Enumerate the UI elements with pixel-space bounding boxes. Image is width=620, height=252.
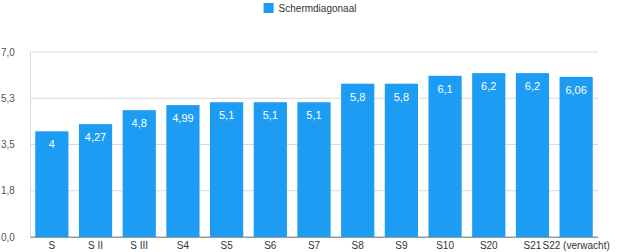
data-label: 4,27 bbox=[85, 131, 106, 143]
y-tick-label: 1,8 bbox=[1, 185, 15, 196]
data-label: 5,1 bbox=[306, 109, 321, 121]
x-tick: S21 bbox=[524, 237, 542, 251]
bars bbox=[35, 73, 593, 237]
x-tick-label: S5 bbox=[220, 240, 233, 251]
legend-item: Schermdiagonaal bbox=[264, 3, 357, 14]
y-tick-label: 3,5 bbox=[1, 139, 15, 150]
bar bbox=[428, 76, 461, 237]
data-label: 4,8 bbox=[132, 117, 147, 129]
x-tick-label: S bbox=[49, 240, 56, 251]
x-tick: S6 bbox=[264, 237, 277, 251]
bar bbox=[560, 77, 593, 237]
legend-label: Schermdiagonaal bbox=[279, 3, 357, 14]
data-label: 4 bbox=[49, 138, 55, 150]
data-label: 6,2 bbox=[481, 80, 496, 92]
y-tick-label: 7,0 bbox=[1, 47, 15, 58]
grid-line bbox=[30, 98, 598, 99]
x-tick: S II bbox=[88, 237, 103, 251]
data-label: 5,8 bbox=[394, 91, 409, 103]
bar bbox=[472, 73, 505, 237]
x-tick: S22 (verwacht) bbox=[543, 237, 610, 251]
y-tick: 3,5 bbox=[1, 139, 30, 150]
y-tick-label: 0,0 bbox=[1, 232, 15, 243]
data-labels: 4 4,27 4,8 4,99 5,1 5,1 5,1 5,8 5,8 6,1 6,2 6,2 6,06 bbox=[49, 80, 587, 150]
x-tick: S4 bbox=[177, 237, 190, 251]
data-label: 5,1 bbox=[263, 109, 278, 121]
x-tick-label: S4 bbox=[177, 240, 190, 251]
x-tick: S bbox=[49, 237, 56, 251]
bar bbox=[166, 105, 199, 237]
y-tick-label: 5,3 bbox=[1, 93, 15, 104]
x-tick: S8 bbox=[352, 237, 365, 251]
x-tick-label: S10 bbox=[436, 240, 454, 251]
bar bbox=[254, 102, 287, 237]
x-tick-label: S20 bbox=[480, 240, 498, 251]
chart: 0,0 1,8 3,5 5,3 7,0 S S II S III S4 S5 S6 S7 S8 S9 S10… bbox=[0, 0, 620, 252]
data-label: 6,2 bbox=[525, 80, 540, 92]
x-axis: S S II S III S4 S5 S6 S7 S8 S9 S10 S20 S21S22 (verw… bbox=[31, 237, 610, 251]
bar bbox=[210, 102, 243, 237]
bar bbox=[341, 84, 374, 237]
x-tick: S20 bbox=[480, 237, 498, 251]
data-label: 5,8 bbox=[350, 91, 365, 103]
legend: Schermdiagonaal bbox=[264, 3, 357, 14]
x-tick-label: S21 bbox=[524, 240, 542, 251]
data-label: 6,06 bbox=[565, 84, 586, 96]
x-tick-label: S22 (verwacht) bbox=[543, 240, 610, 251]
bar bbox=[516, 73, 549, 237]
y-axis-line bbox=[30, 53, 31, 238]
x-tick: S III bbox=[130, 237, 148, 251]
bar bbox=[385, 84, 418, 237]
x-tick: S9 bbox=[395, 237, 408, 251]
x-tick-label: S III bbox=[130, 240, 148, 251]
y-tick: 0,0 bbox=[1, 232, 30, 243]
data-label: 5,1 bbox=[219, 109, 234, 121]
y-tick: 1,8 bbox=[1, 185, 30, 196]
data-label: 6,1 bbox=[437, 83, 452, 95]
grid bbox=[30, 52, 598, 237]
x-tick: S7 bbox=[308, 237, 321, 251]
plot: 0,0 1,8 3,5 5,3 7,0 S S II S III S4 S5 S6 S7 S8 S9 S10… bbox=[1, 47, 610, 251]
x-tick: S10 bbox=[436, 237, 454, 251]
legend-swatch bbox=[264, 3, 274, 13]
grid-line bbox=[30, 52, 598, 53]
x-tick-label: S9 bbox=[395, 240, 408, 251]
y-tick: 7,0 bbox=[1, 47, 30, 58]
bar bbox=[123, 110, 156, 237]
x-axis-line bbox=[31, 237, 599, 238]
bar bbox=[297, 102, 330, 237]
y-tick: 5,3 bbox=[1, 93, 30, 104]
x-tick-label: S7 bbox=[308, 240, 321, 251]
bar bbox=[35, 131, 68, 237]
bar bbox=[79, 124, 112, 237]
data-label: 4,99 bbox=[172, 112, 193, 124]
y-axis: 0,0 1,8 3,5 5,3 7,0 bbox=[1, 47, 31, 243]
x-tick: S5 bbox=[220, 237, 233, 251]
x-tick-label: S II bbox=[88, 240, 103, 251]
x-tick-label: S8 bbox=[352, 240, 365, 251]
x-tick-label: S6 bbox=[264, 240, 277, 251]
